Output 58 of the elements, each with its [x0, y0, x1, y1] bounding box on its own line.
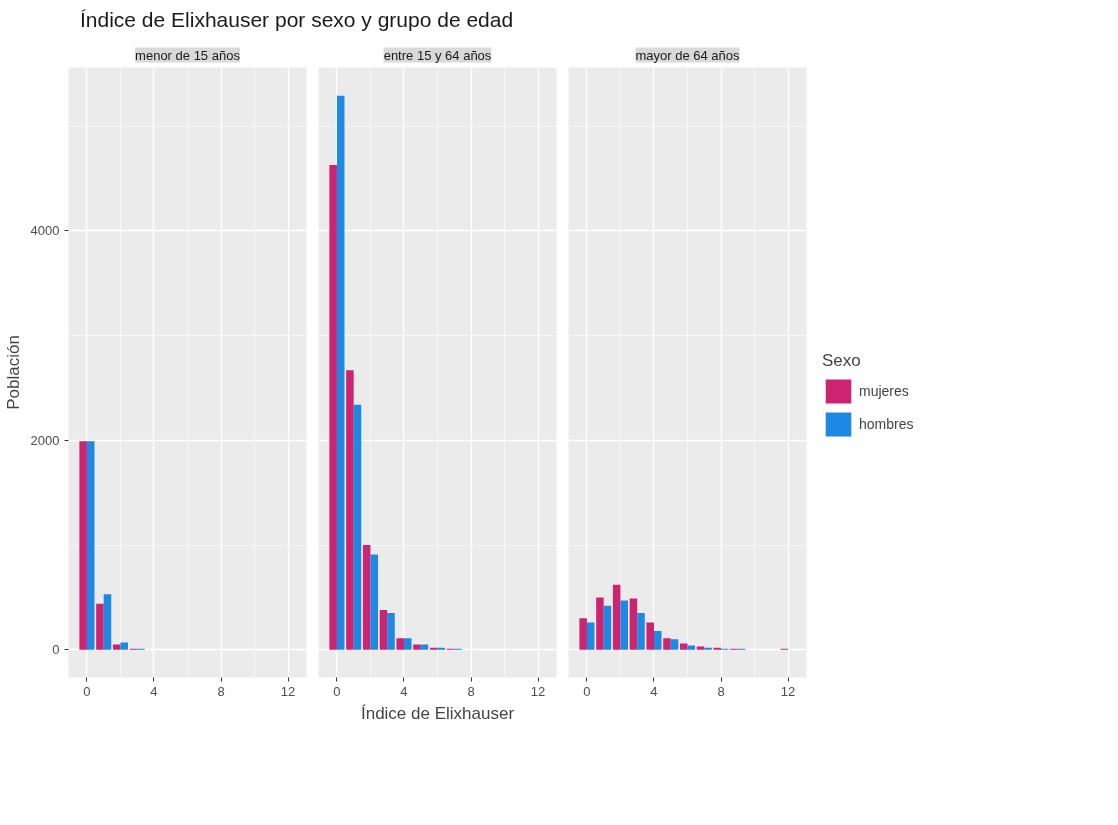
chart-subtitle: entre 15 y 64 años	[383, 47, 492, 63]
x-tick-label: 0	[83, 683, 91, 699]
bar	[396, 638, 404, 650]
bar	[629, 598, 638, 650]
bar	[596, 597, 604, 650]
legend-title: Sexo	[822, 350, 862, 371]
x-tick-label: 4	[650, 683, 658, 699]
bar	[653, 630, 662, 650]
bar	[637, 613, 645, 650]
legend-label: hombres	[859, 415, 914, 432]
bar	[620, 600, 628, 650]
bar	[586, 622, 595, 650]
y-tick-label: 4000	[30, 223, 60, 239]
x-tick-label: 4	[400, 683, 408, 699]
bar	[413, 644, 421, 650]
bar	[370, 554, 378, 650]
y-tick-label: 0	[52, 642, 60, 658]
y-tick-label: 2000	[30, 432, 60, 448]
bar	[429, 647, 438, 650]
x-tick-label: 8	[717, 683, 725, 699]
x-tick-label: 12	[530, 683, 546, 699]
bar	[670, 639, 679, 650]
x-tick-label: 8	[467, 683, 475, 699]
bar	[713, 647, 722, 650]
bar	[96, 603, 104, 650]
bar	[79, 441, 87, 650]
bar	[379, 609, 388, 650]
bar	[112, 644, 121, 650]
chart-subtitle: menor de 15 años	[135, 47, 241, 63]
bar	[103, 594, 112, 650]
chart-subtitle: mayor de 64 años	[635, 47, 741, 63]
bar	[612, 584, 621, 650]
bar	[346, 370, 354, 650]
bar	[579, 618, 587, 650]
bar	[646, 622, 654, 650]
x-tick-label: 12	[280, 683, 296, 699]
legend-label: mujeres	[859, 382, 909, 399]
bar	[329, 164, 337, 650]
x-tick-label: 0	[583, 683, 591, 699]
x-tick-label: 4	[150, 683, 158, 699]
bar	[336, 95, 345, 650]
bar	[420, 644, 429, 650]
bar	[86, 441, 95, 650]
chart-title: Índice de Elixhauser por sexo y grupo de edad	[80, 7, 514, 33]
bar	[679, 643, 688, 650]
x-tick-label: 0	[333, 683, 341, 699]
x-axis-title: Índice de Elixhauser	[360, 703, 515, 723]
bar	[353, 404, 362, 650]
bar	[387, 613, 395, 650]
bar	[704, 647, 712, 650]
bar	[603, 605, 612, 650]
x-tick-label: 8	[217, 683, 225, 699]
y-axis-title: Población	[3, 335, 23, 410]
x-tick-label: 12	[780, 683, 796, 699]
bar	[120, 642, 128, 650]
bar	[663, 638, 671, 650]
bar	[362, 545, 371, 650]
bar	[403, 638, 412, 650]
